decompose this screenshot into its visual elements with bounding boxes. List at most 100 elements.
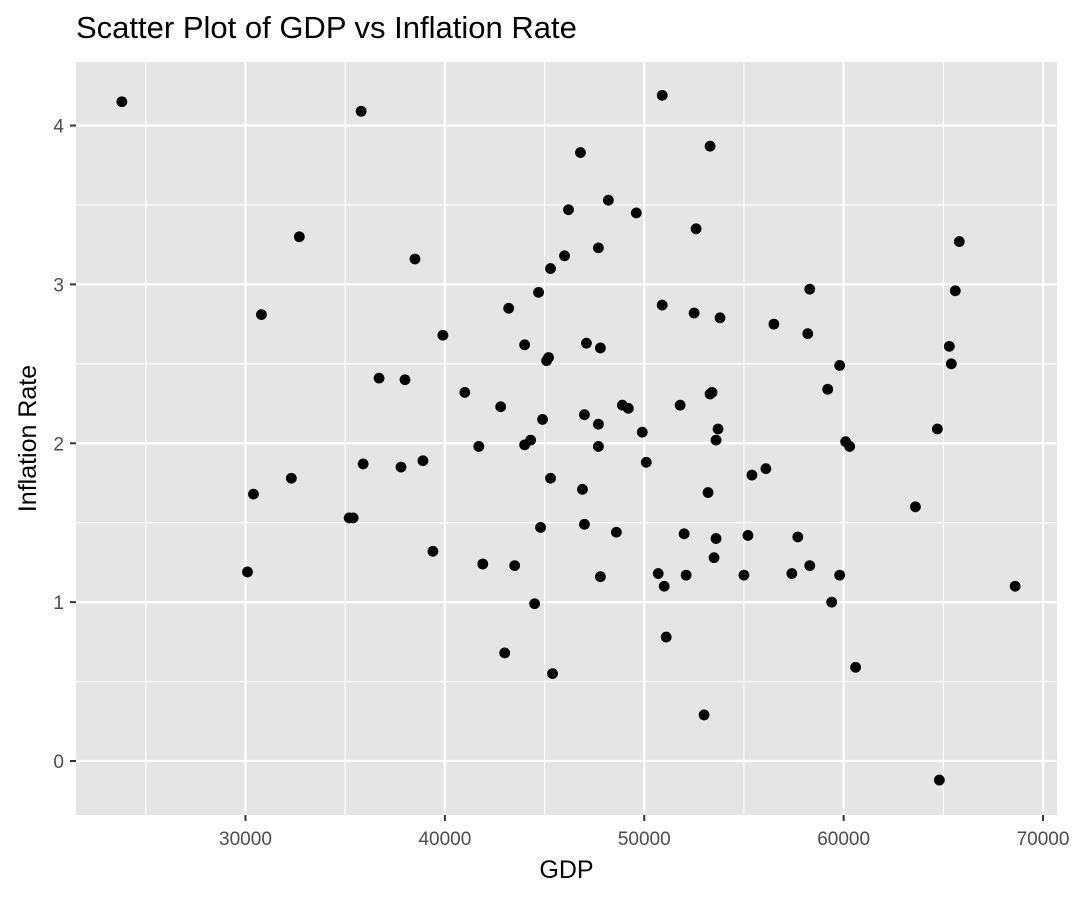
data-point <box>850 661 862 673</box>
data-point <box>622 402 634 414</box>
data-point <box>610 526 622 538</box>
x-tick-label: 50000 <box>618 829 671 850</box>
y-tick-label: 2 <box>53 434 64 455</box>
data-point <box>804 560 816 571</box>
data-point <box>543 352 554 363</box>
data-point <box>910 501 921 513</box>
data-point <box>698 709 710 721</box>
data-point <box>547 668 558 680</box>
data-point <box>652 568 664 579</box>
data-point <box>738 569 750 581</box>
data-point <box>834 360 846 371</box>
data-point <box>533 286 544 298</box>
data-point <box>409 253 421 265</box>
x-tick-label: 70000 <box>1017 829 1070 850</box>
data-point <box>559 250 570 262</box>
y-axis-title: Inflation Rate <box>14 365 42 512</box>
data-point <box>760 463 772 475</box>
data-point <box>658 580 670 592</box>
data-point <box>822 383 834 395</box>
data-point <box>804 283 816 295</box>
data-point <box>256 309 267 320</box>
data-point <box>581 337 592 349</box>
y-tick-label: 1 <box>53 593 64 614</box>
data-point <box>593 418 604 430</box>
data-point <box>826 596 838 608</box>
y-tick-label: 4 <box>53 117 64 138</box>
data-point <box>834 569 846 581</box>
data-point <box>949 285 961 297</box>
data-point <box>537 414 548 425</box>
data-point <box>786 568 798 579</box>
data-point <box>708 552 720 564</box>
data-point <box>594 342 606 354</box>
data-point <box>768 318 780 330</box>
data-point <box>710 434 722 446</box>
x-tick-label: 40000 <box>418 829 471 850</box>
x-axis-title: GDP <box>539 856 593 884</box>
data-point <box>529 598 540 610</box>
data-point <box>636 426 648 438</box>
data-point <box>933 774 945 786</box>
data-point <box>674 399 686 411</box>
data-point <box>688 307 700 319</box>
data-point <box>690 223 702 235</box>
data-point <box>417 455 429 467</box>
data-point <box>742 530 754 541</box>
axes: 30000 40000 50000 60000 70000 0 1 2 3 4 <box>53 117 1069 850</box>
chart-title: Scatter Plot of GDP vs Inflation Rate <box>76 10 577 45</box>
data-point <box>844 441 856 452</box>
data-point <box>473 441 485 452</box>
data-point <box>525 434 537 446</box>
data-point <box>640 456 652 468</box>
y-tick-label: 3 <box>53 275 64 296</box>
data-points <box>116 89 1021 786</box>
data-point <box>535 522 546 533</box>
data-point <box>285 472 297 484</box>
data-point <box>577 483 588 495</box>
data-point <box>563 204 574 216</box>
y-tick-label: 0 <box>53 752 64 773</box>
data-point <box>355 105 367 117</box>
data-point <box>953 236 965 247</box>
data-point <box>702 487 714 498</box>
data-point <box>656 299 668 311</box>
data-point <box>680 569 692 581</box>
data-point <box>545 263 556 274</box>
data-point <box>802 328 814 340</box>
data-point <box>931 423 943 435</box>
data-point <box>459 387 471 398</box>
data-point <box>519 339 531 351</box>
data-point <box>545 472 556 484</box>
data-point <box>704 140 716 152</box>
data-point <box>575 147 586 158</box>
data-point <box>242 566 253 578</box>
plot-panel <box>76 62 1057 815</box>
data-point <box>792 531 804 543</box>
data-point <box>495 401 507 413</box>
data-point <box>746 469 758 481</box>
data-point <box>630 207 642 219</box>
data-point <box>357 458 369 470</box>
data-point <box>579 518 590 530</box>
x-tick-label: 60000 <box>817 829 870 850</box>
data-point <box>499 647 511 659</box>
data-point <box>347 512 359 524</box>
data-point <box>593 242 604 254</box>
data-point <box>1009 580 1021 592</box>
data-point <box>712 423 724 435</box>
data-point <box>477 558 489 570</box>
data-point <box>437 329 449 341</box>
data-point <box>248 488 259 500</box>
data-point <box>678 528 690 540</box>
data-point <box>714 312 726 324</box>
data-point <box>593 441 604 452</box>
data-point <box>427 545 439 557</box>
data-point <box>509 560 521 571</box>
data-point <box>293 231 305 243</box>
data-point <box>594 571 606 583</box>
data-point <box>660 631 672 643</box>
data-point <box>943 340 955 352</box>
data-point <box>706 387 718 398</box>
